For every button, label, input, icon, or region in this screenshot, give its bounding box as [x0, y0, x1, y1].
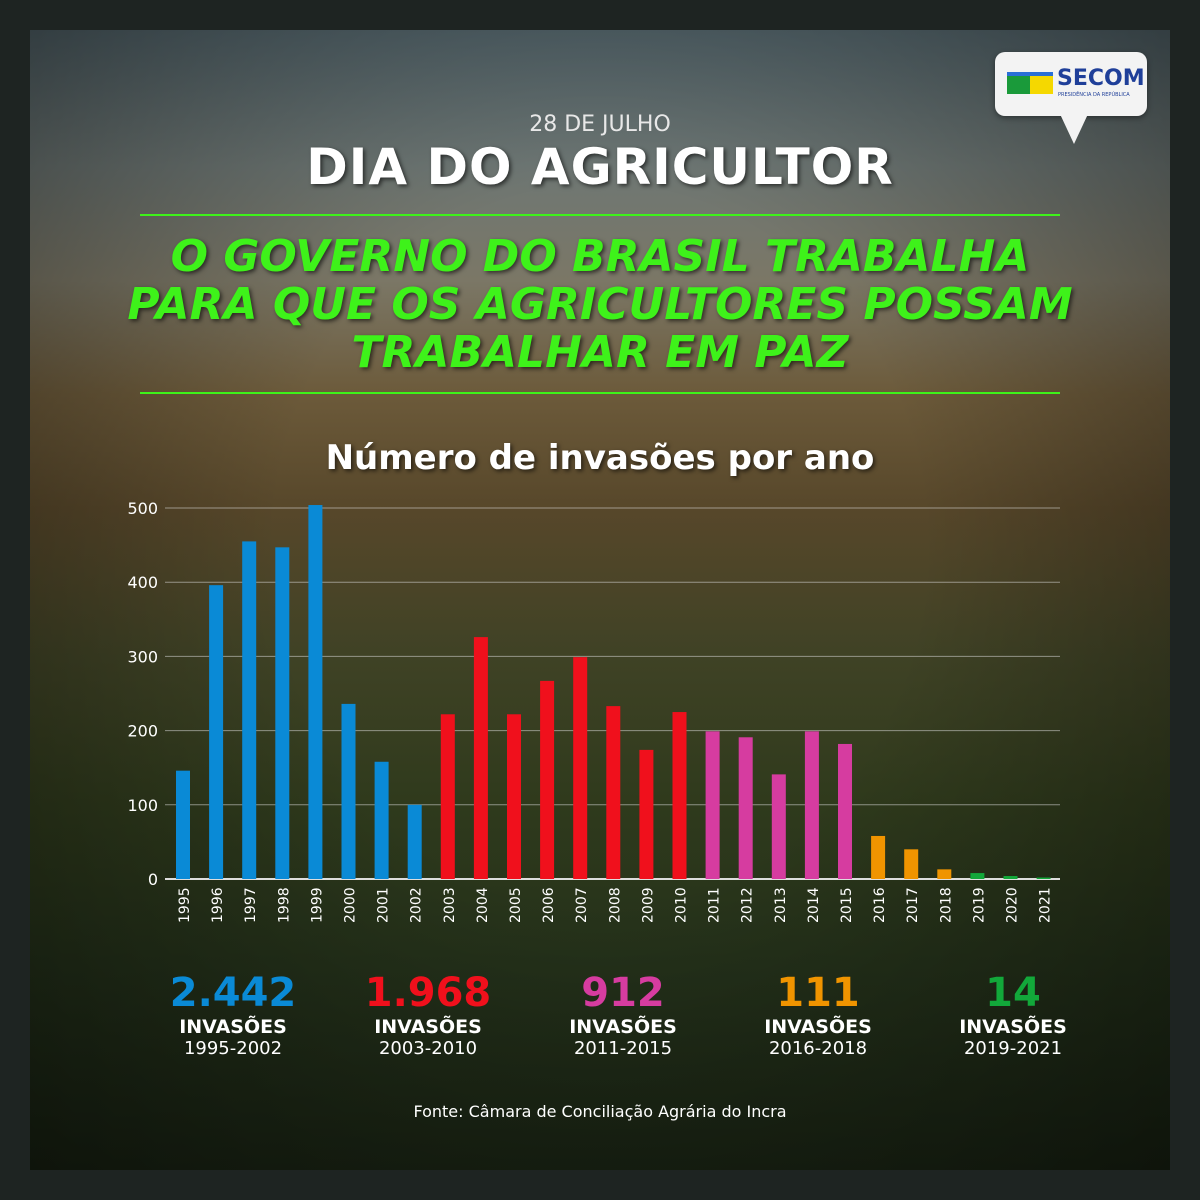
- summary-period: 1995-2002: [183, 1038, 283, 1059]
- period-summary: 2.442 INVASÕES 1995-2002: [138, 970, 328, 1059]
- secom-emblem-icon: [1007, 72, 1053, 94]
- headline: O GOVERNO DO BRASIL TRABALHA PARA QUE OS…: [30, 233, 1170, 377]
- summary-total: 14: [985, 970, 1041, 1016]
- x-tick-label: 2005: [508, 887, 524, 923]
- bar-2008: [606, 706, 621, 879]
- bar-2007: [573, 657, 588, 879]
- secom-logo: SECOM PRESIDÊNCIA DA REPÚBLICA: [995, 52, 1147, 144]
- x-tick-label: 2007: [574, 887, 590, 923]
- divider: [140, 392, 1060, 394]
- x-tick-label: 1997: [243, 887, 259, 923]
- bar-1995: [176, 770, 190, 879]
- x-tick-label: 2011: [707, 887, 723, 923]
- y-tick-label: 200: [127, 722, 158, 741]
- bar-2014: [804, 731, 819, 879]
- x-tick-label: 2018: [938, 887, 954, 923]
- x-tick-label: 2003: [442, 887, 458, 923]
- page-title: DIA DO AGRICULTOR: [306, 138, 894, 196]
- bar-2011: [705, 731, 720, 879]
- summary-total: 912: [581, 970, 665, 1016]
- x-tick-label: 2012: [740, 887, 756, 923]
- bar-2002: [407, 804, 422, 879]
- summary-total: 1.968: [364, 970, 492, 1016]
- x-tick-label: 2016: [872, 887, 888, 923]
- summary-label: INVASÕES: [764, 1016, 872, 1038]
- x-tick-label: 2019: [971, 887, 987, 923]
- bar-2001: [374, 761, 389, 879]
- bar-2000: [341, 703, 356, 879]
- headline-line: TRABALHAR EM PAZ: [351, 327, 849, 378]
- summary-total: 111: [776, 970, 860, 1016]
- x-tick-label: 2021: [1038, 887, 1054, 923]
- headline-line: PARA QUE OS AGRICULTORES POSSAM: [127, 279, 1073, 330]
- bar-2020: [1003, 876, 1018, 879]
- bar-2021: [1036, 877, 1051, 879]
- bar-2015: [838, 743, 852, 879]
- y-tick-label: 400: [127, 573, 158, 592]
- y-tick-label: 0: [148, 870, 158, 889]
- bar-2016: [871, 835, 886, 879]
- bar-2018: [937, 869, 952, 879]
- x-tick-label: 2020: [1005, 887, 1021, 923]
- summary-period: 2003-2010: [378, 1038, 478, 1059]
- period-summary: 111 INVASÕES 2016-2018: [723, 970, 913, 1059]
- logo-subtext: PRESIDÊNCIA DA REPÚBLICA: [1058, 92, 1130, 98]
- summary-label: INVASÕES: [569, 1016, 677, 1038]
- x-tick-label: 2009: [640, 887, 656, 923]
- infographic: SECOM PRESIDÊNCIA DA REPÚBLICA 28 DE JUL…: [30, 30, 1170, 1170]
- bar-2017: [904, 849, 919, 879]
- x-tick-label: 2006: [541, 887, 557, 923]
- bar-2013: [771, 774, 786, 879]
- bar-1996: [209, 585, 224, 879]
- source-note: Fonte: Câmara de Conciliação Agrária do …: [413, 1102, 787, 1121]
- period-summary: 912 INVASÕES 2011-2015: [528, 970, 718, 1059]
- bar-1998: [275, 547, 290, 879]
- period-summary: 14 INVASÕES 2019-2021: [918, 970, 1108, 1059]
- chart-title: Número de invasões por ano: [325, 438, 875, 478]
- bar-1997: [242, 541, 257, 879]
- bar-2004: [473, 637, 488, 879]
- headline-line: O GOVERNO DO BRASIL TRABALHA: [170, 231, 1030, 282]
- x-tick-label: 1996: [210, 887, 226, 923]
- divider: [140, 214, 1060, 216]
- x-tick-label: 2002: [409, 887, 425, 923]
- x-tick-label: 1999: [309, 887, 325, 923]
- bar-2012: [738, 737, 753, 879]
- x-tick-label: 2004: [475, 887, 491, 923]
- x-tick-label: 1995: [177, 887, 193, 923]
- x-tick-label: 2015: [839, 887, 855, 923]
- bar-2005: [507, 714, 521, 879]
- summary-label: INVASÕES: [179, 1016, 287, 1038]
- bar-2003: [440, 714, 455, 879]
- bar-2009: [639, 749, 654, 879]
- bar-2006: [540, 680, 555, 879]
- x-tick-label: 2008: [607, 887, 623, 923]
- y-tick-label: 300: [127, 647, 158, 666]
- summary-label: INVASÕES: [959, 1016, 1067, 1038]
- x-tick-label: 2013: [773, 887, 789, 923]
- x-tick-label: 2014: [806, 887, 822, 923]
- x-tick-label: 1998: [276, 887, 292, 923]
- bar-2010: [672, 712, 687, 879]
- x-tick-label: 2017: [905, 887, 921, 923]
- y-tick-label: 500: [127, 499, 158, 518]
- summary-total: 2.442: [169, 970, 297, 1016]
- summary-label: INVASÕES: [374, 1016, 482, 1038]
- x-tick-label: 2010: [674, 887, 690, 923]
- x-tick-label: 2001: [376, 887, 392, 923]
- y-tick-label: 100: [127, 796, 158, 815]
- date: 28 DE JULHO: [529, 112, 671, 137]
- summary-period: 2019-2021: [963, 1038, 1063, 1059]
- bar-2019: [970, 873, 985, 879]
- summary-period: 2016-2018: [768, 1038, 868, 1059]
- logo-text: SECOM: [1057, 66, 1145, 91]
- bar-chart: 0 100 200 300 400 500 1995 1996 1997 1998 1999 2000…: [127, 499, 1060, 923]
- x-tick-label: 2000: [343, 887, 359, 923]
- period-summary: 1.968 INVASÕES 2003-2010: [333, 970, 523, 1059]
- bar-1999: [308, 505, 323, 879]
- summary-period: 2011-2015: [573, 1038, 673, 1059]
